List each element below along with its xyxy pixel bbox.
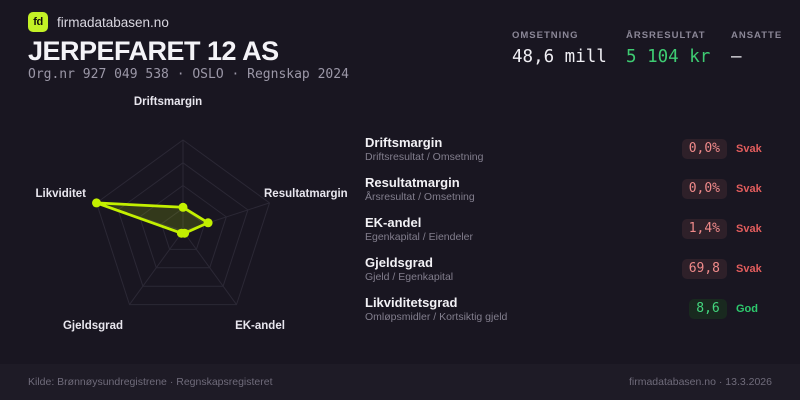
metric-text: Likviditetsgrad Omløpsmidler / Kortsikti… xyxy=(365,295,507,324)
metric-title: Gjeldsgrad xyxy=(365,254,433,270)
stat-label: OMSETNING xyxy=(512,30,579,41)
axis-label-ek-andel: EK-andel xyxy=(235,320,285,332)
metric-value-badge: 69,8 xyxy=(681,259,727,279)
axis-label-resultatmargin: Resultatmargin xyxy=(264,188,348,200)
metric-text: EK-andel Egenkapital / Eiendeler xyxy=(365,215,473,244)
metric-rating-group: 8,6 God xyxy=(689,299,768,319)
stat-value: 5 104 kr xyxy=(626,47,711,67)
metric-text: Driftsmargin Driftsresultat / Omsetning xyxy=(365,135,483,164)
metric-rating-group: 0,0% Svak xyxy=(681,179,768,199)
metric-rating-group: 69,8 Svak xyxy=(681,259,768,279)
metric-rating: God xyxy=(736,303,758,315)
stat-value: 48,6 mill xyxy=(512,47,607,67)
radar-chart-svg xyxy=(92,139,271,306)
key-stats: OMSETNING 48,6 mill ÅRSRESULTAT 5 104 kr… xyxy=(512,30,782,67)
stat-label: ANSATTE xyxy=(731,30,783,41)
radar-chart: Driftsmargin Resultatmargin EK-andel Gje… xyxy=(0,85,360,347)
brand: fd firmadatabasen.no xyxy=(28,12,169,32)
metric-title: Likviditetsgrad xyxy=(365,294,458,310)
metric-text: Gjeldsgrad Gjeld / Egenkapital xyxy=(365,255,453,284)
metric-rating: Svak xyxy=(736,183,762,195)
metric-row-gjeldsgrad: Gjeldsgrad Gjeld / Egenkapital 69,8 Svak xyxy=(365,251,768,287)
axis-label-gjeldsgrad: Gjeldsgrad xyxy=(62,320,124,332)
stat-label: ÅRSRESULTAT xyxy=(626,30,706,41)
metric-formula: Driftsresultat / Omsetning xyxy=(365,150,484,163)
axis-label-likviditet: Likviditet xyxy=(35,188,86,200)
company-name: JERPEFARET 12 AS xyxy=(28,36,279,66)
footer-source: Kilde: Brønnøysundregistrene · Regnskaps… xyxy=(28,376,273,388)
metric-rating: Svak xyxy=(736,223,762,235)
metric-title: Driftsmargin xyxy=(365,134,443,150)
metric-row-driftsmargin: Driftsmargin Driftsresultat / Omsetning … xyxy=(365,131,768,167)
company-meta: Org.nr 927 049 538 · OSLO · Regnskap 202… xyxy=(28,67,349,82)
metric-row-ek-andel: EK-andel Egenkapital / Eiendeler 1,4% Sv… xyxy=(365,211,768,247)
metric-rating: Svak xyxy=(736,263,762,275)
metric-formula: Egenkapital / Eiendeler xyxy=(365,230,473,243)
metric-rating-group: 0,0% Svak xyxy=(681,139,768,159)
metric-rating-group: 1,4% Svak xyxy=(681,219,768,239)
metric-value-badge: 8,6 xyxy=(689,299,727,319)
metric-formula: Årsresultat / Omsetning xyxy=(365,190,475,203)
axis-label-driftsmargin: Driftsmargin xyxy=(133,96,203,108)
metric-row-resultatmargin: Resultatmargin Årsresultat / Omsetning 0… xyxy=(365,171,768,207)
footer-attribution: firmadatabasen.no · 13.3.2026 xyxy=(628,376,772,388)
stat-value: – xyxy=(731,47,742,67)
metric-text: Resultatmargin Årsresultat / Omsetning xyxy=(365,175,475,204)
metric-value-badge: 0,0% xyxy=(681,179,727,199)
metric-value-badge: 0,0% xyxy=(681,139,727,159)
fd-logo-icon: fd xyxy=(28,12,48,32)
brand-name: firmadatabasen.no xyxy=(57,14,169,30)
metric-formula: Gjeld / Egenkapital xyxy=(365,270,454,283)
metric-value-badge: 1,4% xyxy=(681,219,727,239)
metric-formula: Omløpsmidler / Kortsiktig gjeld xyxy=(365,310,508,323)
metric-title: EK-andel xyxy=(365,214,422,230)
metric-title: Resultatmargin xyxy=(365,174,460,190)
metric-row-likviditetsgrad: Likviditetsgrad Omløpsmidler / Kortsikti… xyxy=(365,291,768,327)
stat-omsetning: OMSETNING 48,6 mill xyxy=(512,30,626,67)
footer: Kilde: Brønnøysundregistrene · Regnskaps… xyxy=(0,364,800,400)
metrics-panel: Driftsmargin Driftsresultat / Omsetning … xyxy=(365,131,768,331)
stat-arsresultat: ÅRSRESULTAT 5 104 kr xyxy=(626,30,731,67)
metric-rating: Svak xyxy=(736,143,762,155)
stat-ansatte: ANSATTE – xyxy=(731,30,782,67)
